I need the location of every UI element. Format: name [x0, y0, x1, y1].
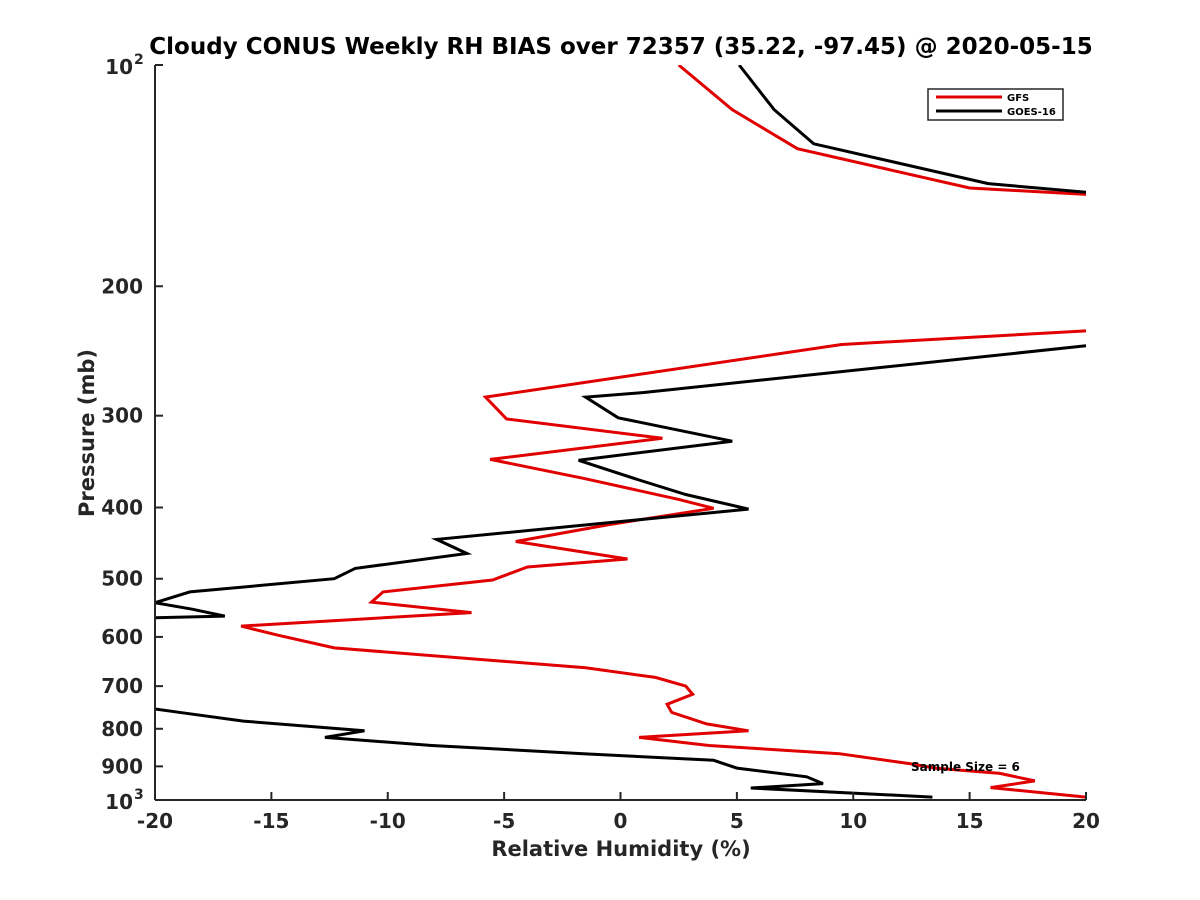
y-tick-label-text: 800 — [101, 717, 143, 741]
y-tick-label-base: 10 — [105, 790, 133, 814]
y-tick-label-text: 600 — [101, 625, 143, 649]
y-tick-label: 900 — [101, 754, 143, 778]
x-axis-label: Relative Humidity (%) — [491, 837, 750, 861]
legend-label-gfs: GFS — [1007, 93, 1029, 104]
y-axis-label: Pressure (mb) — [75, 349, 99, 517]
y-tick-label-base: 10 — [105, 55, 133, 79]
legend-box — [927, 88, 1064, 121]
x-tick-label: 5 — [730, 809, 744, 833]
y-tick-label: 10 3 — [105, 787, 144, 814]
x-tick-label: 15 — [956, 809, 984, 833]
y-tick-label-text: 900 — [101, 754, 143, 778]
y-tick-label: 500 — [101, 567, 143, 591]
chart-title: Cloudy CONUS Weekly RH BIAS over 72357 (… — [149, 34, 1092, 60]
x-tick-label: -10 — [370, 809, 406, 833]
x-tick-label: -5 — [493, 809, 515, 833]
y-tick-label-text: 700 — [101, 674, 143, 698]
y-tick-label: 800 — [101, 717, 143, 741]
series-line-goes-16 — [155, 65, 1086, 799]
x-tick-label: 0 — [614, 809, 628, 833]
sample-size-annotation: Sample Size = 6 — [911, 760, 1020, 774]
y-tick-label: 200 — [101, 274, 143, 298]
series-layer — [155, 65, 1086, 799]
legend: GFS GOES-16 — [927, 88, 1064, 121]
y-tick-label: 600 — [101, 625, 143, 649]
y-tick-label-text: 500 — [101, 567, 143, 591]
y-tick-label: 400 — [101, 496, 143, 520]
legend-label-goes16: GOES-16 — [1007, 107, 1056, 118]
y-tick-label: 700 — [101, 674, 143, 698]
y-tick-label-exponent: 2 — [134, 52, 144, 68]
x-tick-label: -15 — [253, 809, 289, 833]
y-tick-label: 10 2 — [105, 52, 144, 79]
y-tick-label-text: 400 — [101, 496, 143, 520]
y-tick-label-text: 300 — [101, 404, 143, 428]
y-tick-label-exponent: 3 — [134, 787, 144, 803]
x-tick-label: 20 — [1072, 809, 1100, 833]
x-axis-ticks: -20 -15 -10 -5 0 5 10 15 20 — [137, 792, 1100, 833]
series-line-gfs — [240, 65, 1086, 799]
x-tick-label: -20 — [137, 809, 173, 833]
y-tick-label: 300 — [101, 404, 143, 428]
y-tick-label-text: 200 — [101, 274, 143, 298]
x-tick-label: 10 — [839, 809, 867, 833]
